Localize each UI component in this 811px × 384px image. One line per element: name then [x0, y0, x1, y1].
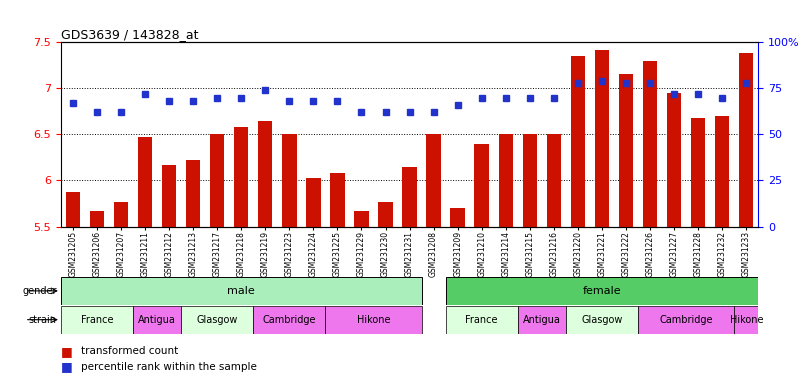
Bar	[402, 167, 417, 227]
Text: Antigua: Antigua	[138, 314, 176, 325]
Bar	[210, 134, 225, 227]
Bar	[571, 56, 585, 227]
Bar	[691, 118, 706, 227]
Bar	[643, 61, 657, 227]
Bar	[186, 160, 200, 227]
Bar	[138, 137, 152, 227]
Text: Hikone: Hikone	[357, 314, 390, 325]
Text: percentile rank within the sample: percentile rank within the sample	[81, 362, 257, 372]
Bar	[354, 211, 369, 227]
Bar	[162, 165, 176, 227]
Bar	[517, 306, 566, 333]
Text: gender: gender	[22, 286, 57, 296]
Bar	[667, 93, 681, 227]
Bar	[66, 192, 80, 227]
Text: Cambridge: Cambridge	[659, 314, 713, 325]
Text: France: France	[466, 314, 498, 325]
Bar	[325, 306, 422, 333]
Bar	[253, 306, 325, 333]
Text: Antigua: Antigua	[523, 314, 560, 325]
Bar	[114, 202, 128, 227]
Bar	[234, 127, 248, 227]
Bar	[330, 173, 345, 227]
Text: Hikone: Hikone	[730, 314, 763, 325]
Bar	[522, 134, 537, 227]
Text: ■: ■	[61, 360, 72, 373]
Bar	[282, 134, 297, 227]
Bar	[734, 306, 758, 333]
Text: ■: ■	[61, 345, 72, 358]
Bar	[90, 211, 104, 227]
Text: female: female	[582, 286, 621, 296]
Bar	[739, 53, 753, 227]
Bar	[181, 306, 253, 333]
Bar	[306, 178, 320, 227]
Text: GDS3639 / 143828_at: GDS3639 / 143828_at	[61, 28, 199, 41]
Text: France: France	[80, 314, 114, 325]
Text: male: male	[227, 286, 255, 296]
Bar	[619, 74, 633, 227]
Bar	[594, 50, 609, 227]
Bar	[61, 306, 133, 333]
Bar	[638, 306, 734, 333]
Bar	[499, 134, 513, 227]
Bar	[450, 208, 465, 227]
Bar	[378, 202, 393, 227]
Bar	[715, 116, 729, 227]
Bar	[258, 121, 272, 227]
Text: Glasgow: Glasgow	[196, 314, 238, 325]
Bar	[427, 134, 441, 227]
Text: transformed count: transformed count	[81, 346, 178, 356]
Text: strain: strain	[28, 314, 57, 325]
Text: Cambridge: Cambridge	[263, 314, 316, 325]
Bar	[547, 134, 561, 227]
Bar	[566, 306, 638, 333]
Bar	[445, 306, 517, 333]
Bar	[474, 144, 489, 227]
Bar	[445, 277, 758, 305]
Bar	[133, 306, 181, 333]
Bar	[61, 277, 422, 305]
Text: Glasgow: Glasgow	[581, 314, 623, 325]
